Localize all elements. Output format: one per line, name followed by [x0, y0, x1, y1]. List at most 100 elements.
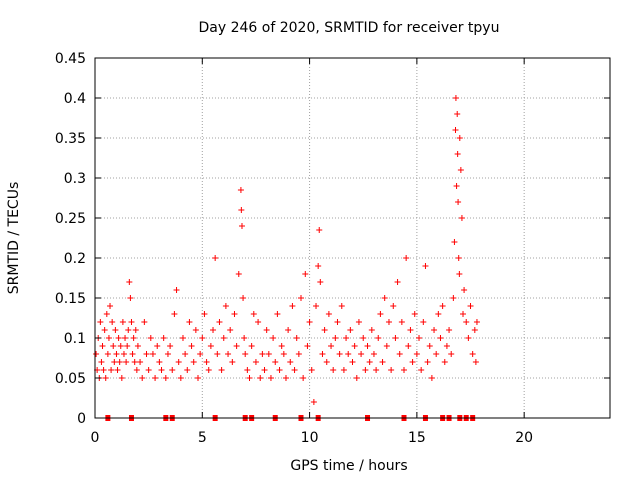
data-point — [343, 335, 350, 341]
data-point — [112, 327, 119, 333]
data-point — [171, 311, 178, 317]
data-point — [394, 279, 401, 285]
data-point — [319, 351, 326, 357]
data-point — [390, 303, 397, 309]
data-point — [325, 311, 332, 317]
data-point — [441, 359, 448, 365]
data-point — [263, 327, 270, 333]
data-point — [267, 375, 274, 381]
data-point — [332, 335, 339, 341]
data-point — [139, 375, 146, 381]
data-point — [246, 375, 253, 381]
data-point — [418, 367, 425, 373]
data-point — [110, 343, 117, 349]
data-point — [424, 359, 431, 365]
data-point — [131, 359, 138, 365]
data-point — [295, 351, 302, 357]
data-point — [212, 255, 219, 261]
x-tick-label: 0 — [91, 430, 100, 446]
data-point — [158, 367, 165, 373]
data-point — [278, 343, 285, 349]
data-point — [229, 359, 236, 365]
data-point — [308, 367, 315, 373]
data-point — [473, 319, 480, 325]
data-point — [167, 343, 174, 349]
data-point — [409, 359, 416, 365]
data-point — [453, 183, 460, 189]
data-point — [401, 367, 407, 373]
data-point — [162, 375, 169, 381]
data-point — [119, 319, 126, 325]
data-point — [179, 335, 186, 341]
data-point — [316, 227, 323, 233]
data-point — [164, 351, 171, 357]
plot-frame — [94, 57, 611, 419]
data-point — [190, 359, 197, 365]
data-point — [455, 255, 462, 261]
data-point — [285, 327, 292, 333]
data-point — [358, 351, 365, 357]
data-point — [103, 311, 110, 317]
data-point — [214, 351, 221, 357]
data-point — [456, 135, 463, 141]
data-point — [169, 367, 176, 373]
y-tick-label: 0.2 — [64, 251, 86, 267]
data-point — [141, 319, 148, 325]
data-point — [225, 351, 232, 357]
data-point — [353, 375, 360, 381]
data-point — [207, 343, 214, 349]
data-point — [210, 327, 217, 333]
data-point — [238, 207, 245, 213]
data-point — [104, 351, 111, 357]
data-point — [97, 319, 104, 325]
data-point — [132, 327, 139, 333]
data-point — [233, 343, 240, 349]
data-point — [222, 303, 229, 309]
data-point — [431, 327, 438, 333]
data-point — [287, 359, 294, 365]
data-point — [428, 375, 435, 381]
data-point — [370, 351, 377, 357]
data-point — [114, 367, 121, 373]
data-point — [328, 343, 335, 349]
data-point — [407, 327, 414, 333]
data-point — [381, 295, 388, 301]
data-point — [108, 367, 115, 373]
data-point — [413, 351, 420, 357]
data-point — [471, 327, 478, 333]
data-point — [433, 351, 440, 357]
data-point — [460, 311, 467, 317]
data-point — [238, 223, 245, 229]
data-point — [192, 327, 199, 333]
data-point — [392, 335, 399, 341]
data-point — [99, 343, 106, 349]
data-point — [336, 351, 343, 357]
data-point — [257, 375, 264, 381]
x-tick-label: 10 — [301, 430, 319, 446]
data-point — [111, 359, 118, 365]
data-point — [160, 335, 167, 341]
data-point — [293, 335, 300, 341]
data-point — [270, 335, 277, 341]
data-point — [467, 303, 474, 309]
data-point — [463, 319, 470, 325]
data-point — [456, 271, 463, 277]
data-point — [313, 303, 320, 309]
data-point — [398, 319, 405, 325]
data-point — [375, 335, 382, 341]
data-point — [147, 335, 154, 341]
y-tick-label: 0.45 — [55, 51, 86, 67]
data-point — [443, 343, 450, 349]
data-point — [458, 215, 465, 221]
data-point — [261, 367, 268, 373]
data-point — [403, 255, 410, 261]
data-point — [175, 359, 182, 365]
data-point — [321, 327, 328, 333]
data-point — [107, 303, 114, 309]
data-point — [469, 351, 476, 357]
data-point — [197, 351, 204, 357]
data-point — [411, 311, 418, 317]
data-point — [124, 343, 131, 349]
data-point — [457, 167, 464, 173]
data-point — [109, 319, 116, 325]
